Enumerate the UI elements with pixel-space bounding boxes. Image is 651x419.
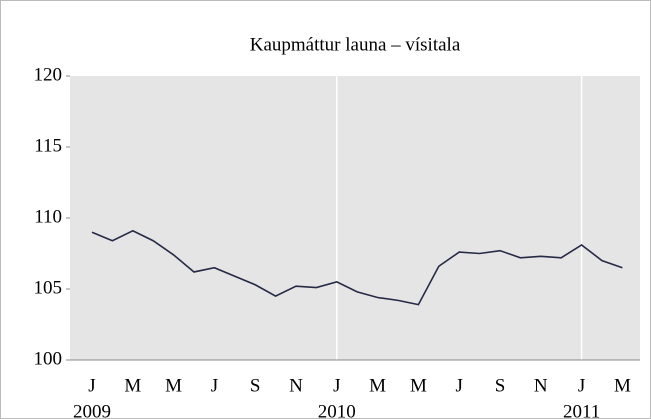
y-tick-label: 105 [34,277,63,298]
y-tick-label: 115 [34,135,62,156]
y-tick-label: 100 [34,348,63,369]
x-tick-label: M [614,375,631,396]
line-series [91,229,623,306]
x-tick-label: M [124,375,141,396]
x-tick-label: S [495,375,506,396]
year-label: 2011 [563,401,600,419]
y-tick-label: 120 [34,64,63,85]
x-tick-label: J [333,375,340,396]
x-tick-label: M [165,375,182,396]
x-tick-label: M [410,375,427,396]
x-tick-label: J [455,375,462,396]
plot-area [70,76,640,360]
x-tick-label: N [289,375,303,396]
x-tick-label: N [534,375,548,396]
year-label: 2009 [73,401,111,419]
y-tick-label: 110 [34,206,62,227]
chart-title: Kaupmáttur launa – vísitala [250,34,461,55]
x-tick-label: S [250,375,261,396]
x-tick-label: M [369,375,386,396]
x-tick-label: J [88,375,95,396]
x-tick-label: J [211,375,218,396]
year-label: 2010 [318,401,356,419]
x-tick-label: J [578,375,585,396]
